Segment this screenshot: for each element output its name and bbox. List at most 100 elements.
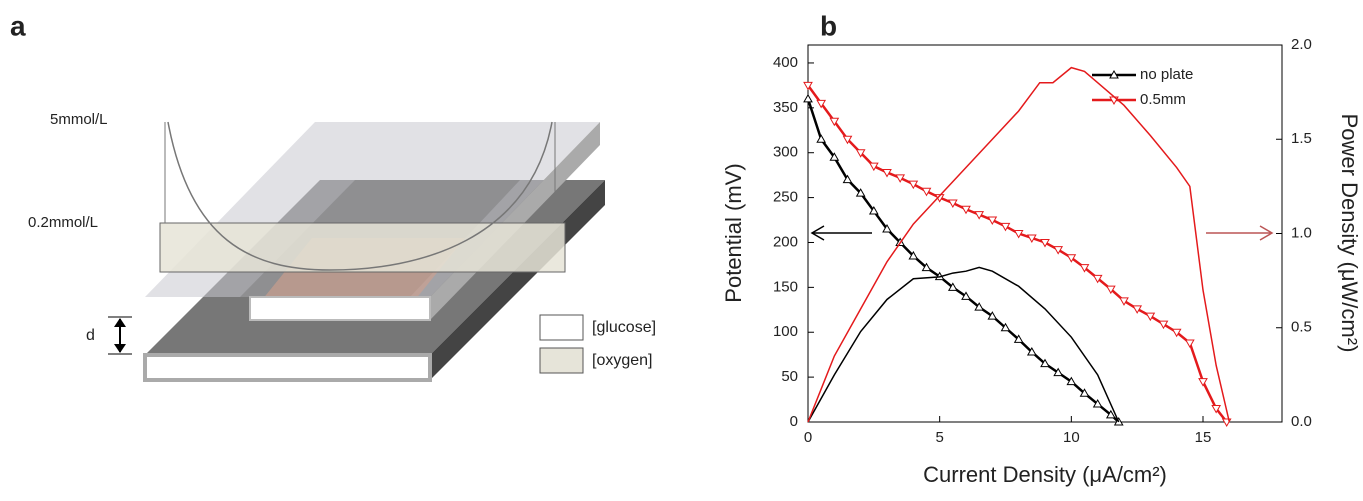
x-tick-label: 5 xyxy=(935,429,943,446)
data-point xyxy=(895,174,906,183)
y-tick-label: 200 xyxy=(773,233,798,250)
data-point xyxy=(908,180,919,190)
data-point xyxy=(868,162,879,172)
y-tick-label: 350 xyxy=(773,99,798,116)
data-point xyxy=(1092,399,1103,408)
data-point xyxy=(882,168,892,178)
legend-swatch xyxy=(539,314,584,341)
data-point xyxy=(1132,305,1143,314)
data-point xyxy=(1105,409,1116,419)
level-label: 5mmol/L xyxy=(50,111,108,128)
y2-axis-label: Power Density (μW/cm²) xyxy=(1337,114,1362,353)
data-point xyxy=(1105,285,1116,295)
data-point xyxy=(921,262,932,272)
data-point xyxy=(1053,246,1064,255)
data-point xyxy=(803,93,813,103)
y-tick-label: 150 xyxy=(773,278,798,295)
data-point xyxy=(987,311,998,320)
y-tick-label: 400 xyxy=(773,54,798,71)
x-tick-label: 15 xyxy=(1195,429,1212,446)
data-point xyxy=(1079,264,1090,273)
data-point xyxy=(921,187,932,197)
bottom-front xyxy=(143,353,432,382)
data-point xyxy=(1158,320,1169,330)
data-point xyxy=(1198,378,1208,387)
data-point xyxy=(947,282,958,291)
legend-swatch xyxy=(539,347,584,374)
data-point xyxy=(842,135,853,145)
data-point xyxy=(961,291,971,300)
data-point xyxy=(1053,367,1064,377)
y2-tick-label: 0.0 xyxy=(1291,413,1312,430)
data-line xyxy=(806,84,1228,423)
data-point xyxy=(908,250,919,260)
arrow-head xyxy=(114,318,126,327)
y-tick-label: 100 xyxy=(773,323,798,340)
level-label: 0.2mmol/L xyxy=(28,214,98,231)
data-point xyxy=(816,99,827,109)
y-axis-label: Potential (mV) xyxy=(721,163,746,302)
top-front xyxy=(249,296,431,321)
y2-tick-label: 0.5 xyxy=(1291,319,1312,336)
data-point xyxy=(947,199,958,208)
data-point xyxy=(855,149,866,158)
legend-label: 0.5mm xyxy=(1140,91,1186,108)
data-point xyxy=(1013,230,1024,239)
data-point xyxy=(855,188,866,197)
data-point xyxy=(1040,238,1050,248)
data-point xyxy=(1000,322,1011,332)
y2-tick-label: 1.0 xyxy=(1291,224,1312,241)
diagram xyxy=(108,121,605,382)
panel-label: a xyxy=(10,10,26,41)
data-point xyxy=(1013,334,1024,343)
data-point xyxy=(803,81,813,91)
data-point xyxy=(974,211,985,220)
legend-label: [oxygen] xyxy=(592,352,652,369)
data-point xyxy=(1066,254,1077,263)
y2-tick-label: 1.5 xyxy=(1291,130,1312,147)
data-point xyxy=(961,205,971,215)
data-point xyxy=(1092,274,1103,284)
data-point xyxy=(868,206,879,215)
data-line xyxy=(807,66,1231,423)
data-point xyxy=(816,134,827,143)
data-point xyxy=(1079,388,1090,397)
oxygen-box xyxy=(159,222,566,273)
data-point xyxy=(829,152,840,161)
y-tick-label: 50 xyxy=(781,368,798,385)
data-point xyxy=(1119,297,1129,306)
data-point xyxy=(829,117,840,127)
gap-label: d xyxy=(86,327,95,344)
data-point xyxy=(987,216,998,226)
data-point xyxy=(1066,376,1077,386)
glucose-curve xyxy=(167,121,553,271)
legend-label: no plate xyxy=(1140,66,1193,83)
data-point xyxy=(1000,222,1011,232)
data-point xyxy=(882,224,892,233)
legend-label: [glucose] xyxy=(592,319,656,336)
axis-arrow xyxy=(1259,225,1274,241)
y2-tick-label: 2.0 xyxy=(1291,36,1312,53)
data-point xyxy=(1145,312,1156,322)
x-tick-label: 10 xyxy=(1063,429,1080,446)
x-tick-label: 0 xyxy=(804,429,812,446)
y-tick-label: 300 xyxy=(773,144,798,161)
data-point xyxy=(1026,234,1037,243)
y-tick-label: 250 xyxy=(773,189,798,206)
data-point xyxy=(1040,358,1050,368)
legend-marker xyxy=(1109,69,1119,79)
data-point xyxy=(974,302,985,311)
data-point xyxy=(1171,328,1182,338)
data-point xyxy=(1184,339,1195,349)
data-point xyxy=(842,174,853,184)
y-tick-label: 0 xyxy=(790,413,798,430)
panel-label: b xyxy=(820,10,837,41)
arrow-head xyxy=(114,344,126,353)
x-axis-label: Current Density (μA/cm²) xyxy=(923,462,1167,487)
data-point xyxy=(1211,405,1222,414)
data-line xyxy=(807,266,1120,423)
axis-arrow xyxy=(810,225,825,241)
data-point xyxy=(1026,346,1037,356)
